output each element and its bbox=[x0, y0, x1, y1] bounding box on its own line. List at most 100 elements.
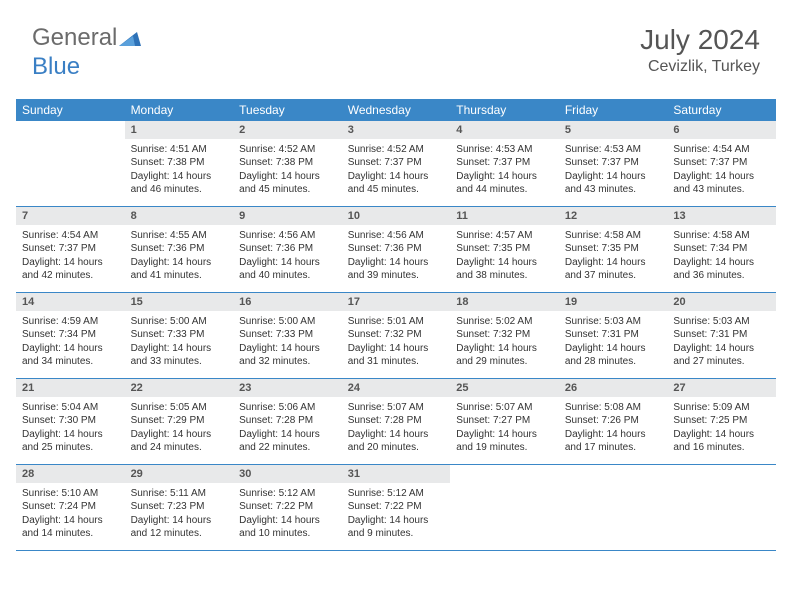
day-number: 5 bbox=[559, 121, 668, 139]
day-info: Sunrise: 5:07 AMSunset: 7:28 PMDaylight:… bbox=[342, 397, 451, 459]
day-cell: 28Sunrise: 5:10 AMSunset: 7:24 PMDayligh… bbox=[16, 465, 125, 550]
day-cell: 17Sunrise: 5:01 AMSunset: 7:32 PMDayligh… bbox=[342, 293, 451, 378]
day-number: 25 bbox=[450, 379, 559, 397]
day-cell: 2Sunrise: 4:52 AMSunset: 7:38 PMDaylight… bbox=[233, 121, 342, 206]
day-info: Sunrise: 5:01 AMSunset: 7:32 PMDaylight:… bbox=[342, 311, 451, 373]
day-cell: 21Sunrise: 5:04 AMSunset: 7:30 PMDayligh… bbox=[16, 379, 125, 464]
day-cell: . bbox=[559, 465, 668, 550]
day-cell: 25Sunrise: 5:07 AMSunset: 7:27 PMDayligh… bbox=[450, 379, 559, 464]
day-info: Sunrise: 5:03 AMSunset: 7:31 PMDaylight:… bbox=[559, 311, 668, 373]
day-number: 26 bbox=[559, 379, 668, 397]
weekday-header: Friday bbox=[559, 99, 668, 121]
page-title: July 2024 bbox=[640, 24, 760, 56]
day-info: Sunrise: 4:52 AMSunset: 7:38 PMDaylight:… bbox=[233, 139, 342, 201]
day-number: 14 bbox=[16, 293, 125, 311]
day-cell: 6Sunrise: 4:54 AMSunset: 7:37 PMDaylight… bbox=[667, 121, 776, 206]
day-cell: 10Sunrise: 4:56 AMSunset: 7:36 PMDayligh… bbox=[342, 207, 451, 292]
day-number: 3 bbox=[342, 121, 451, 139]
day-number: 10 bbox=[342, 207, 451, 225]
day-info: Sunrise: 4:51 AMSunset: 7:38 PMDaylight:… bbox=[125, 139, 234, 201]
logo-text-blue: Blue bbox=[32, 53, 80, 80]
day-info: Sunrise: 5:06 AMSunset: 7:28 PMDaylight:… bbox=[233, 397, 342, 459]
day-cell: . bbox=[667, 465, 776, 550]
day-info: Sunrise: 4:59 AMSunset: 7:34 PMDaylight:… bbox=[16, 311, 125, 373]
day-info: Sunrise: 5:02 AMSunset: 7:32 PMDaylight:… bbox=[450, 311, 559, 373]
weekday-header-row: SundayMondayTuesdayWednesdayThursdayFrid… bbox=[16, 99, 776, 121]
day-info: Sunrise: 5:04 AMSunset: 7:30 PMDaylight:… bbox=[16, 397, 125, 459]
day-cell: 31Sunrise: 5:12 AMSunset: 7:22 PMDayligh… bbox=[342, 465, 451, 550]
day-number: 15 bbox=[125, 293, 234, 311]
day-info: Sunrise: 4:54 AMSunset: 7:37 PMDaylight:… bbox=[667, 139, 776, 201]
day-cell: 13Sunrise: 4:58 AMSunset: 7:34 PMDayligh… bbox=[667, 207, 776, 292]
day-cell: 26Sunrise: 5:08 AMSunset: 7:26 PMDayligh… bbox=[559, 379, 668, 464]
day-cell: 18Sunrise: 5:02 AMSunset: 7:32 PMDayligh… bbox=[450, 293, 559, 378]
day-info: Sunrise: 4:52 AMSunset: 7:37 PMDaylight:… bbox=[342, 139, 451, 201]
day-cell: . bbox=[16, 121, 125, 206]
logo: GeneralBlue bbox=[32, 24, 141, 81]
day-cell: 27Sunrise: 5:09 AMSunset: 7:25 PMDayligh… bbox=[667, 379, 776, 464]
day-cell: . bbox=[450, 465, 559, 550]
week-row: .1Sunrise: 4:51 AMSunset: 7:38 PMDayligh… bbox=[16, 121, 776, 207]
day-info: Sunrise: 4:58 AMSunset: 7:34 PMDaylight:… bbox=[667, 225, 776, 287]
day-info: Sunrise: 5:08 AMSunset: 7:26 PMDaylight:… bbox=[559, 397, 668, 459]
day-cell: 19Sunrise: 5:03 AMSunset: 7:31 PMDayligh… bbox=[559, 293, 668, 378]
day-cell: 7Sunrise: 4:54 AMSunset: 7:37 PMDaylight… bbox=[16, 207, 125, 292]
day-number: 4 bbox=[450, 121, 559, 139]
day-info: Sunrise: 4:54 AMSunset: 7:37 PMDaylight:… bbox=[16, 225, 125, 287]
day-number: 24 bbox=[342, 379, 451, 397]
day-info: Sunrise: 4:58 AMSunset: 7:35 PMDaylight:… bbox=[559, 225, 668, 287]
day-info: Sunrise: 4:55 AMSunset: 7:36 PMDaylight:… bbox=[125, 225, 234, 287]
day-info: Sunrise: 5:05 AMSunset: 7:29 PMDaylight:… bbox=[125, 397, 234, 459]
day-number: 31 bbox=[342, 465, 451, 483]
day-cell: 24Sunrise: 5:07 AMSunset: 7:28 PMDayligh… bbox=[342, 379, 451, 464]
logo-text-gray: General bbox=[32, 24, 117, 51]
day-cell: 9Sunrise: 4:56 AMSunset: 7:36 PMDaylight… bbox=[233, 207, 342, 292]
day-number: 7 bbox=[16, 207, 125, 225]
day-cell: 12Sunrise: 4:58 AMSunset: 7:35 PMDayligh… bbox=[559, 207, 668, 292]
day-number: 12 bbox=[559, 207, 668, 225]
day-info: Sunrise: 4:53 AMSunset: 7:37 PMDaylight:… bbox=[450, 139, 559, 201]
day-info: Sunrise: 5:03 AMSunset: 7:31 PMDaylight:… bbox=[667, 311, 776, 373]
day-info: Sunrise: 5:07 AMSunset: 7:27 PMDaylight:… bbox=[450, 397, 559, 459]
day-number: 23 bbox=[233, 379, 342, 397]
week-row: 28Sunrise: 5:10 AMSunset: 7:24 PMDayligh… bbox=[16, 465, 776, 551]
day-number: 17 bbox=[342, 293, 451, 311]
day-cell: 16Sunrise: 5:00 AMSunset: 7:33 PMDayligh… bbox=[233, 293, 342, 378]
day-number: 30 bbox=[233, 465, 342, 483]
day-cell: 5Sunrise: 4:53 AMSunset: 7:37 PMDaylight… bbox=[559, 121, 668, 206]
day-number: 28 bbox=[16, 465, 125, 483]
week-row: 7Sunrise: 4:54 AMSunset: 7:37 PMDaylight… bbox=[16, 207, 776, 293]
day-info: Sunrise: 4:56 AMSunset: 7:36 PMDaylight:… bbox=[342, 225, 451, 287]
weekday-header: Saturday bbox=[667, 99, 776, 121]
day-number: 6 bbox=[667, 121, 776, 139]
day-number: 1 bbox=[125, 121, 234, 139]
title-block: July 2024 Cevizlik, Turkey bbox=[640, 24, 760, 76]
day-info: Sunrise: 5:00 AMSunset: 7:33 PMDaylight:… bbox=[125, 311, 234, 373]
day-number: 2 bbox=[233, 121, 342, 139]
calendar-body: .1Sunrise: 4:51 AMSunset: 7:38 PMDayligh… bbox=[16, 121, 776, 551]
day-cell: 20Sunrise: 5:03 AMSunset: 7:31 PMDayligh… bbox=[667, 293, 776, 378]
day-cell: 3Sunrise: 4:52 AMSunset: 7:37 PMDaylight… bbox=[342, 121, 451, 206]
day-cell: 23Sunrise: 5:06 AMSunset: 7:28 PMDayligh… bbox=[233, 379, 342, 464]
day-info: Sunrise: 4:56 AMSunset: 7:36 PMDaylight:… bbox=[233, 225, 342, 287]
weekday-header: Thursday bbox=[450, 99, 559, 121]
day-number: 16 bbox=[233, 293, 342, 311]
day-number: 22 bbox=[125, 379, 234, 397]
day-info: Sunrise: 5:11 AMSunset: 7:23 PMDaylight:… bbox=[125, 483, 234, 545]
day-info: Sunrise: 5:12 AMSunset: 7:22 PMDaylight:… bbox=[233, 483, 342, 545]
week-row: 14Sunrise: 4:59 AMSunset: 7:34 PMDayligh… bbox=[16, 293, 776, 379]
day-info: Sunrise: 4:53 AMSunset: 7:37 PMDaylight:… bbox=[559, 139, 668, 201]
logo-text: GeneralBlue bbox=[32, 24, 141, 81]
day-cell: 22Sunrise: 5:05 AMSunset: 7:29 PMDayligh… bbox=[125, 379, 234, 464]
calendar: SundayMondayTuesdayWednesdayThursdayFrid… bbox=[16, 99, 776, 551]
day-info: Sunrise: 5:09 AMSunset: 7:25 PMDaylight:… bbox=[667, 397, 776, 459]
day-cell: 15Sunrise: 5:00 AMSunset: 7:33 PMDayligh… bbox=[125, 293, 234, 378]
day-number: 11 bbox=[450, 207, 559, 225]
day-number: 20 bbox=[667, 293, 776, 311]
weekday-header: Tuesday bbox=[233, 99, 342, 121]
weekday-header: Wednesday bbox=[342, 99, 451, 121]
weekday-header: Monday bbox=[125, 99, 234, 121]
weekday-header: Sunday bbox=[16, 99, 125, 121]
day-number: 19 bbox=[559, 293, 668, 311]
header: GeneralBlue July 2024 Cevizlik, Turkey bbox=[0, 0, 792, 89]
